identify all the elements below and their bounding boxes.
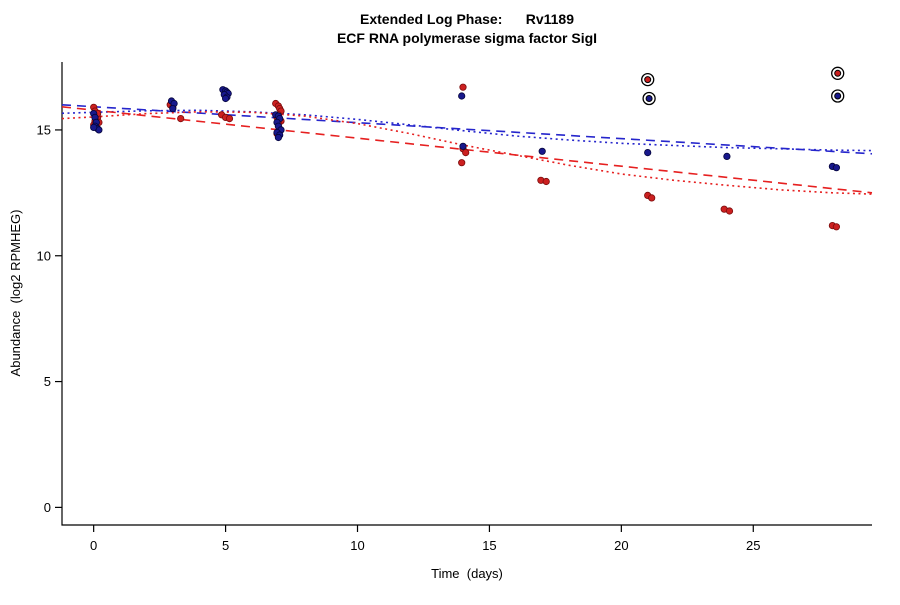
outlier-point-red [644, 76, 652, 84]
y-tick-label: 15 [37, 122, 51, 137]
data-point-red [462, 149, 470, 157]
y-axis-label: Abundance (log2 RPMHEG) [8, 210, 23, 377]
outlier-ring-red [831, 66, 845, 80]
data-point-red [832, 223, 841, 231]
outlier-ring-red [641, 72, 655, 87]
data-point-blue [644, 149, 652, 157]
data-point-blue [169, 105, 177, 113]
chart-subtitle: ECF RNA polymerase sigma factor SigI [337, 30, 597, 46]
outlier-point-blue [645, 95, 653, 102]
x-tick-label: 0 [90, 538, 97, 553]
data-point-blue [90, 123, 98, 132]
x-tick-label: 25 [746, 538, 760, 553]
trend-line-red-dotted-fit [61, 110, 873, 195]
plot-area: 0 5 10 15 20 25 0 5 10 15 [37, 62, 873, 553]
data-point-blue [723, 152, 731, 160]
trend-line-blue-dotted-fit [61, 109, 873, 152]
data-point-red [725, 207, 734, 215]
data-point-blue [222, 94, 230, 103]
data-point-red [648, 194, 656, 202]
y-tick-label: 10 [37, 248, 51, 263]
y-tick-label: 0 [44, 500, 51, 515]
axis-lines [61, 62, 872, 526]
x-tick-label: 5 [222, 538, 229, 553]
outlier-point-red [834, 69, 842, 77]
data-point-red [542, 177, 550, 186]
x-tick-label: 20 [614, 538, 628, 553]
data-point-red [459, 83, 467, 91]
x-tick-label: 10 [350, 538, 364, 553]
data-point-blue [538, 147, 546, 155]
chart-title: Extended Log Phase: Rv1189 [360, 11, 574, 27]
data-point-red [458, 159, 466, 167]
outlier-point-blue [834, 92, 842, 100]
outlier-ring-blue [642, 91, 656, 106]
trend-line-blue-dashed-fit [61, 104, 873, 155]
data-point-blue [458, 92, 466, 100]
x-axis-label: Time (days) [431, 566, 503, 581]
x-tick-label: 15 [482, 538, 496, 553]
outlier-ring-blue [831, 89, 845, 103]
data-point-blue [832, 164, 841, 172]
data-point-blue [274, 133, 282, 142]
data-point-blue [459, 142, 467, 150]
data-point-red [225, 115, 234, 123]
data-point-red [177, 115, 185, 123]
y-tick-label: 5 [44, 374, 51, 389]
